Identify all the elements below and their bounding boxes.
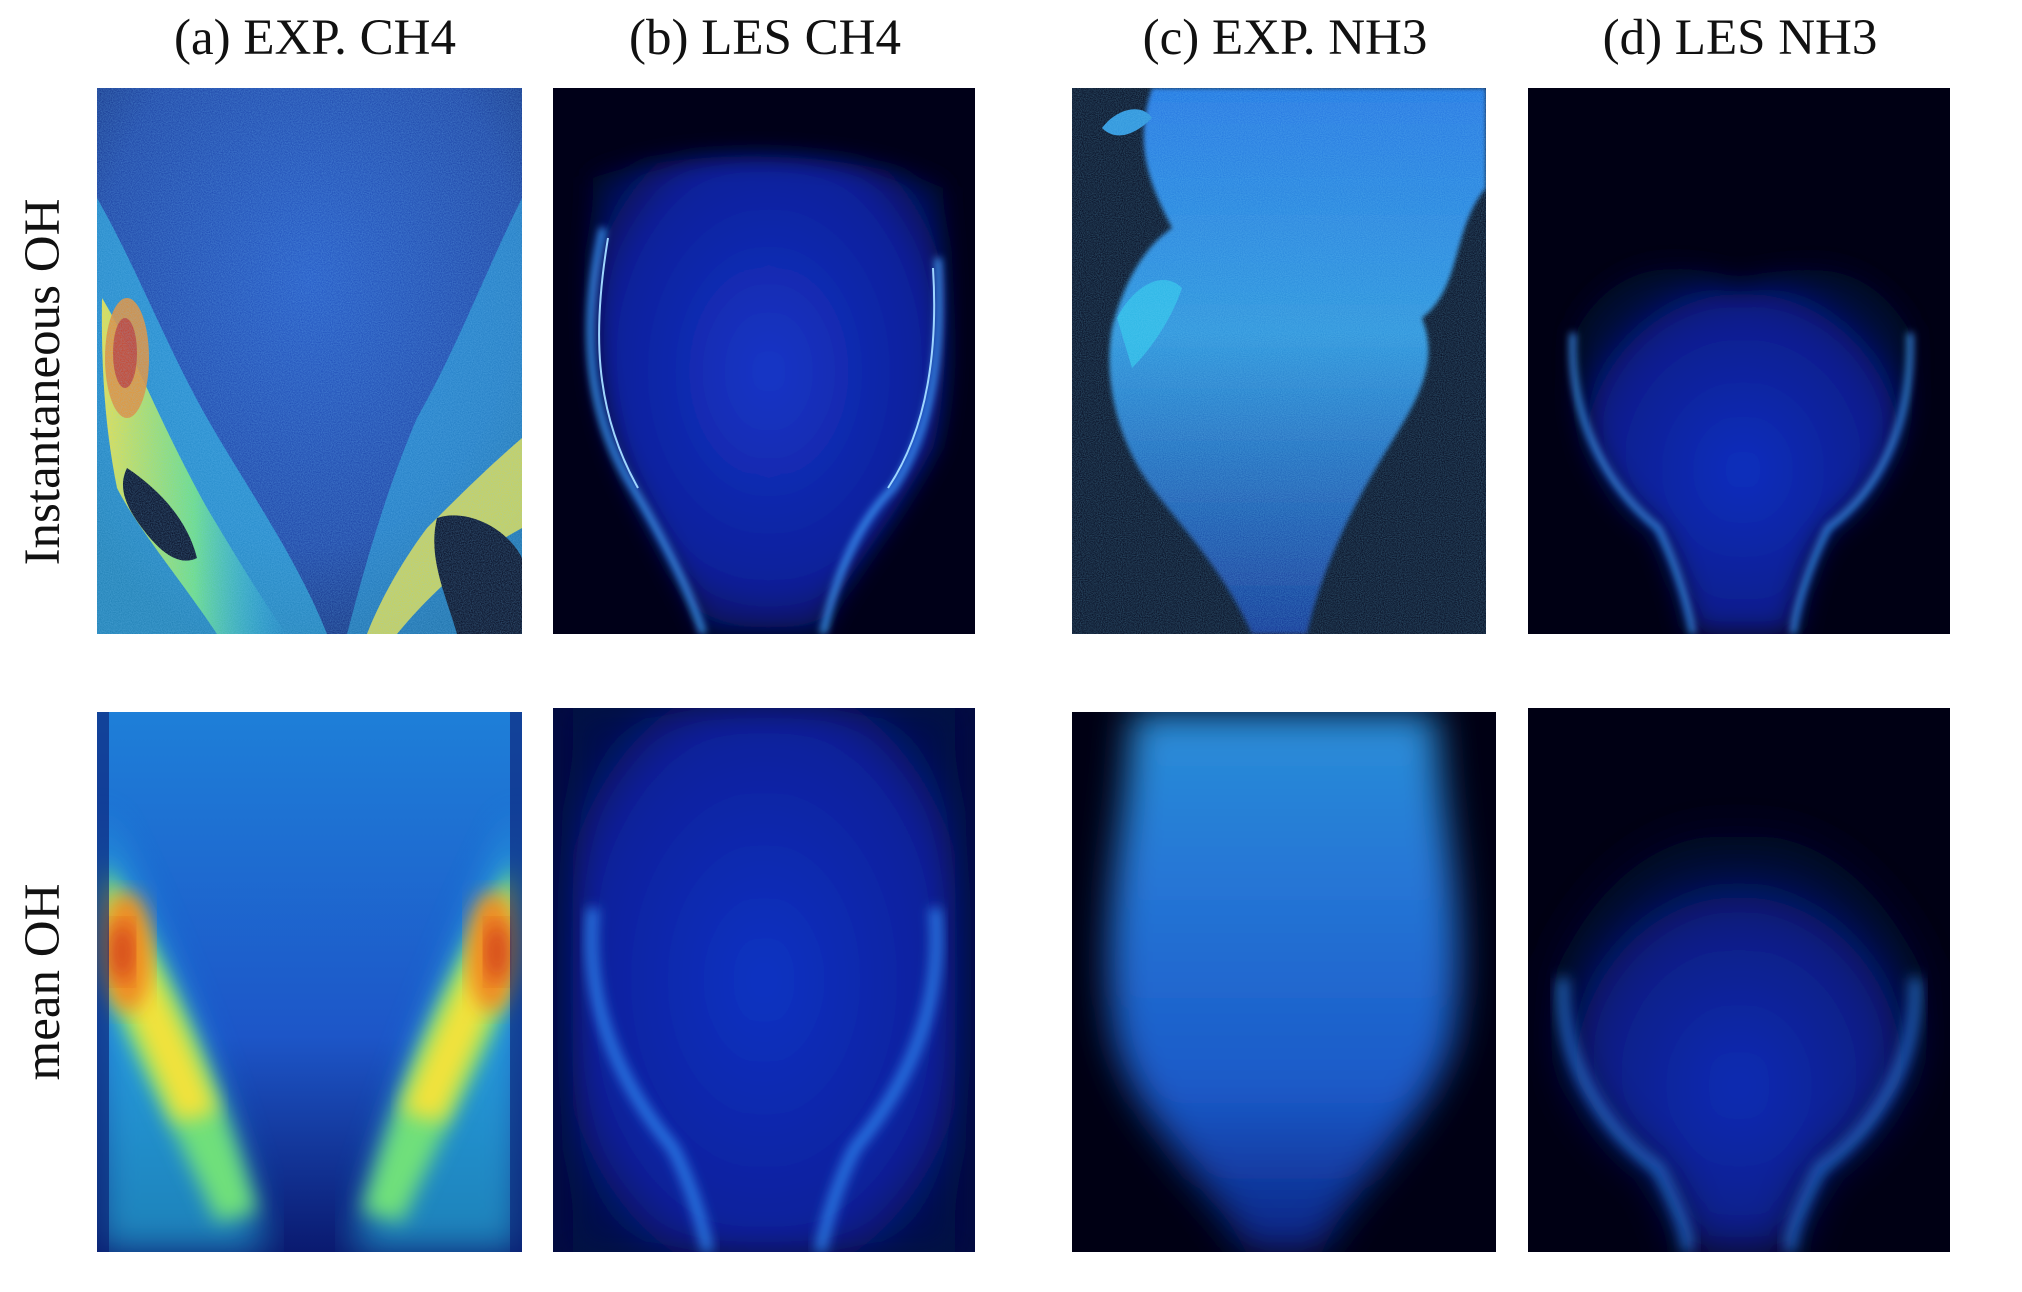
panel-mean-exp-ch4 (97, 712, 522, 1252)
panel-instantaneous-exp-ch4 (97, 88, 522, 634)
column-title-c: (c) EXP. NH3 (1142, 10, 1428, 66)
panel-instantaneous-exp-nh3 (1072, 88, 1486, 634)
panel-instantaneous-les-nh3 (1528, 88, 1950, 634)
column-title-b: (b) LES CH4 (629, 10, 901, 66)
panel-mean-exp-nh3 (1072, 712, 1496, 1252)
row-label-instantaneous: Instantaneous OH (15, 198, 71, 566)
panel-mean-les-ch4 (553, 708, 975, 1252)
column-title-d: (d) LES NH3 (1602, 10, 1878, 66)
column-title-a: (a) EXP. CH4 (174, 10, 456, 66)
panel-mean-les-nh3 (1528, 708, 1950, 1252)
row-label-mean: mean OH (15, 883, 71, 1081)
panel-instantaneous-les-ch4 (553, 88, 975, 634)
